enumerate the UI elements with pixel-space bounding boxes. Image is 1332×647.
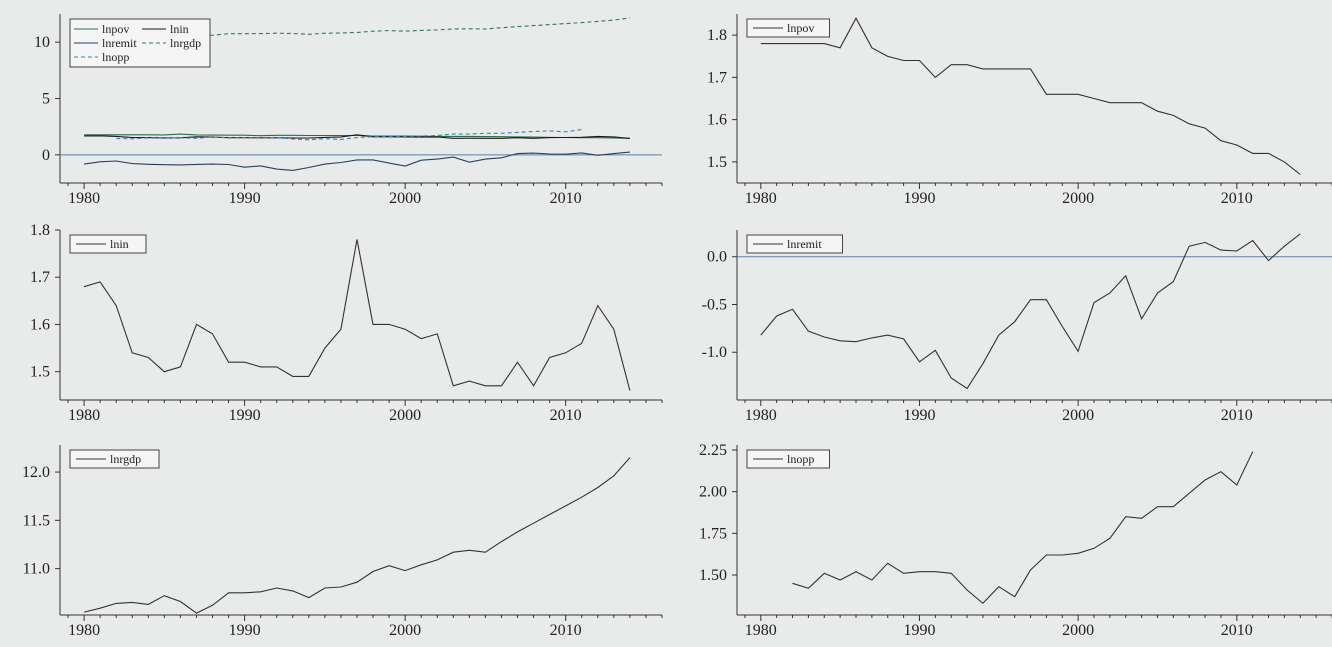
series-line-lnrgdp xyxy=(84,17,630,37)
legend-label: lnpov xyxy=(787,21,814,35)
legend-box xyxy=(746,18,830,38)
legend-label: lnopp xyxy=(787,452,814,466)
y-tick-label: 11.0 xyxy=(23,561,50,578)
y-tick-label: 2.25 xyxy=(699,442,727,459)
x-tick-label: 2010 xyxy=(550,622,582,639)
legend-label: lnrgdp xyxy=(110,452,141,466)
x-tick-label: 2000 xyxy=(1062,190,1094,207)
x-tick-label: 2010 xyxy=(1221,407,1253,424)
legend-label: lnremit xyxy=(102,36,137,50)
x-tick-label: 2010 xyxy=(550,190,582,207)
y-tick-label: 0 xyxy=(42,147,50,164)
legend: lnin xyxy=(69,234,147,254)
series-line-lnin xyxy=(83,239,631,391)
panel-lnopp: 1980 1990 2000 2010 1.50 1.75 2.00 2.25 lnopp xyxy=(699,442,1332,639)
panel-lnin: 1980 1990 2000 2010 1.5 1.6 1.7 1.8 lnin xyxy=(30,222,663,424)
x-tick-label: 2010 xyxy=(1221,190,1253,207)
series-line-lnpov xyxy=(760,17,1301,175)
legend-label: lnrgdp xyxy=(170,36,201,50)
x-tick-label: 2000 xyxy=(389,622,421,639)
x-tick-label: 1980 xyxy=(68,407,100,424)
legend-box xyxy=(746,449,830,469)
x-tick-label: 1980 xyxy=(68,190,100,207)
y-tick-label: -1.0 xyxy=(702,344,727,361)
legend: lnpov lnin lnremit lnrgdp lnopp xyxy=(69,18,211,68)
y-tick-label: 1.6 xyxy=(30,316,50,333)
y-tick-label: 1.5 xyxy=(30,364,50,381)
panel-lnrgdp: 1980 1990 2000 2010 11.0 11.5 12.0 lnrgdp xyxy=(22,445,663,639)
x-tick-label: 2000 xyxy=(389,407,421,424)
x-tick-label: 1990 xyxy=(229,407,261,424)
x-tick-label: 2010 xyxy=(1221,622,1253,639)
legend-box xyxy=(69,449,160,469)
x-tick-label: 1990 xyxy=(229,190,261,207)
series-line-lnrgdp xyxy=(83,457,631,614)
y-tick-label: 1.8 xyxy=(30,222,50,239)
series-line-lnopp xyxy=(792,451,1254,605)
y-tick-label: 0.0 xyxy=(707,249,727,266)
legend-label: lnin xyxy=(170,22,189,36)
y-tick-label: 1.6 xyxy=(707,112,727,129)
legend-box xyxy=(69,234,147,254)
y-tick-label: 1.7 xyxy=(707,69,727,86)
legend: lnopp xyxy=(746,449,830,469)
legend-box xyxy=(746,234,843,254)
legend-label: lnopp xyxy=(102,50,129,64)
series-line-lnpov xyxy=(84,133,630,139)
legend-label: lnin xyxy=(110,237,129,251)
x-tick-label: 1980 xyxy=(745,407,777,424)
y-tick-label: 12.0 xyxy=(22,464,50,481)
panel-lnremit: 1980 1990 2000 2010 -1.0 -0.5 0.0 lnremit xyxy=(702,230,1332,424)
x-tick-label: 1990 xyxy=(229,622,261,639)
panel-lnpov: 1980 1990 2000 2010 1.5 1.6 1.7 1.8 lnpov xyxy=(707,14,1332,207)
series-line-lnremit xyxy=(760,233,1301,390)
panel-all-series: 1980 1990 2000 2010 0 5 10 lnpov lnin lnremit lnrg… xyxy=(34,14,663,207)
legend: lnpov xyxy=(746,18,830,38)
y-tick-label: 1.50 xyxy=(699,567,727,584)
x-tick-label: 1990 xyxy=(903,622,935,639)
y-tick-label: 1.75 xyxy=(699,525,727,542)
y-tick-label: 1.5 xyxy=(707,154,727,171)
y-tick-label: 5 xyxy=(42,91,50,108)
x-tick-label: 1990 xyxy=(903,190,935,207)
x-tick-label: 2000 xyxy=(1062,622,1094,639)
y-tick-label: 1.7 xyxy=(30,269,50,286)
y-tick-label: -0.5 xyxy=(702,296,727,313)
x-tick-label: 2000 xyxy=(1062,407,1094,424)
x-tick-label: 1980 xyxy=(745,622,777,639)
x-tick-label: 2010 xyxy=(550,407,582,424)
legend: lnrgdp xyxy=(69,449,160,469)
legend-label: lnremit xyxy=(787,237,822,251)
legend-label: lnpov xyxy=(102,22,129,36)
y-tick-label: 2.00 xyxy=(699,484,727,501)
x-tick-label: 1980 xyxy=(68,622,100,639)
series-line-lnremit xyxy=(84,151,630,171)
x-tick-label: 2000 xyxy=(389,190,421,207)
x-tick-label: 1980 xyxy=(745,190,777,207)
legend: lnremit xyxy=(746,234,843,254)
x-tick-label: 1990 xyxy=(903,407,935,424)
y-tick-label: 11.5 xyxy=(23,512,50,529)
y-tick-label: 10 xyxy=(34,34,50,51)
y-tick-label: 1.8 xyxy=(707,27,727,44)
series-line-lnopp xyxy=(116,129,582,141)
